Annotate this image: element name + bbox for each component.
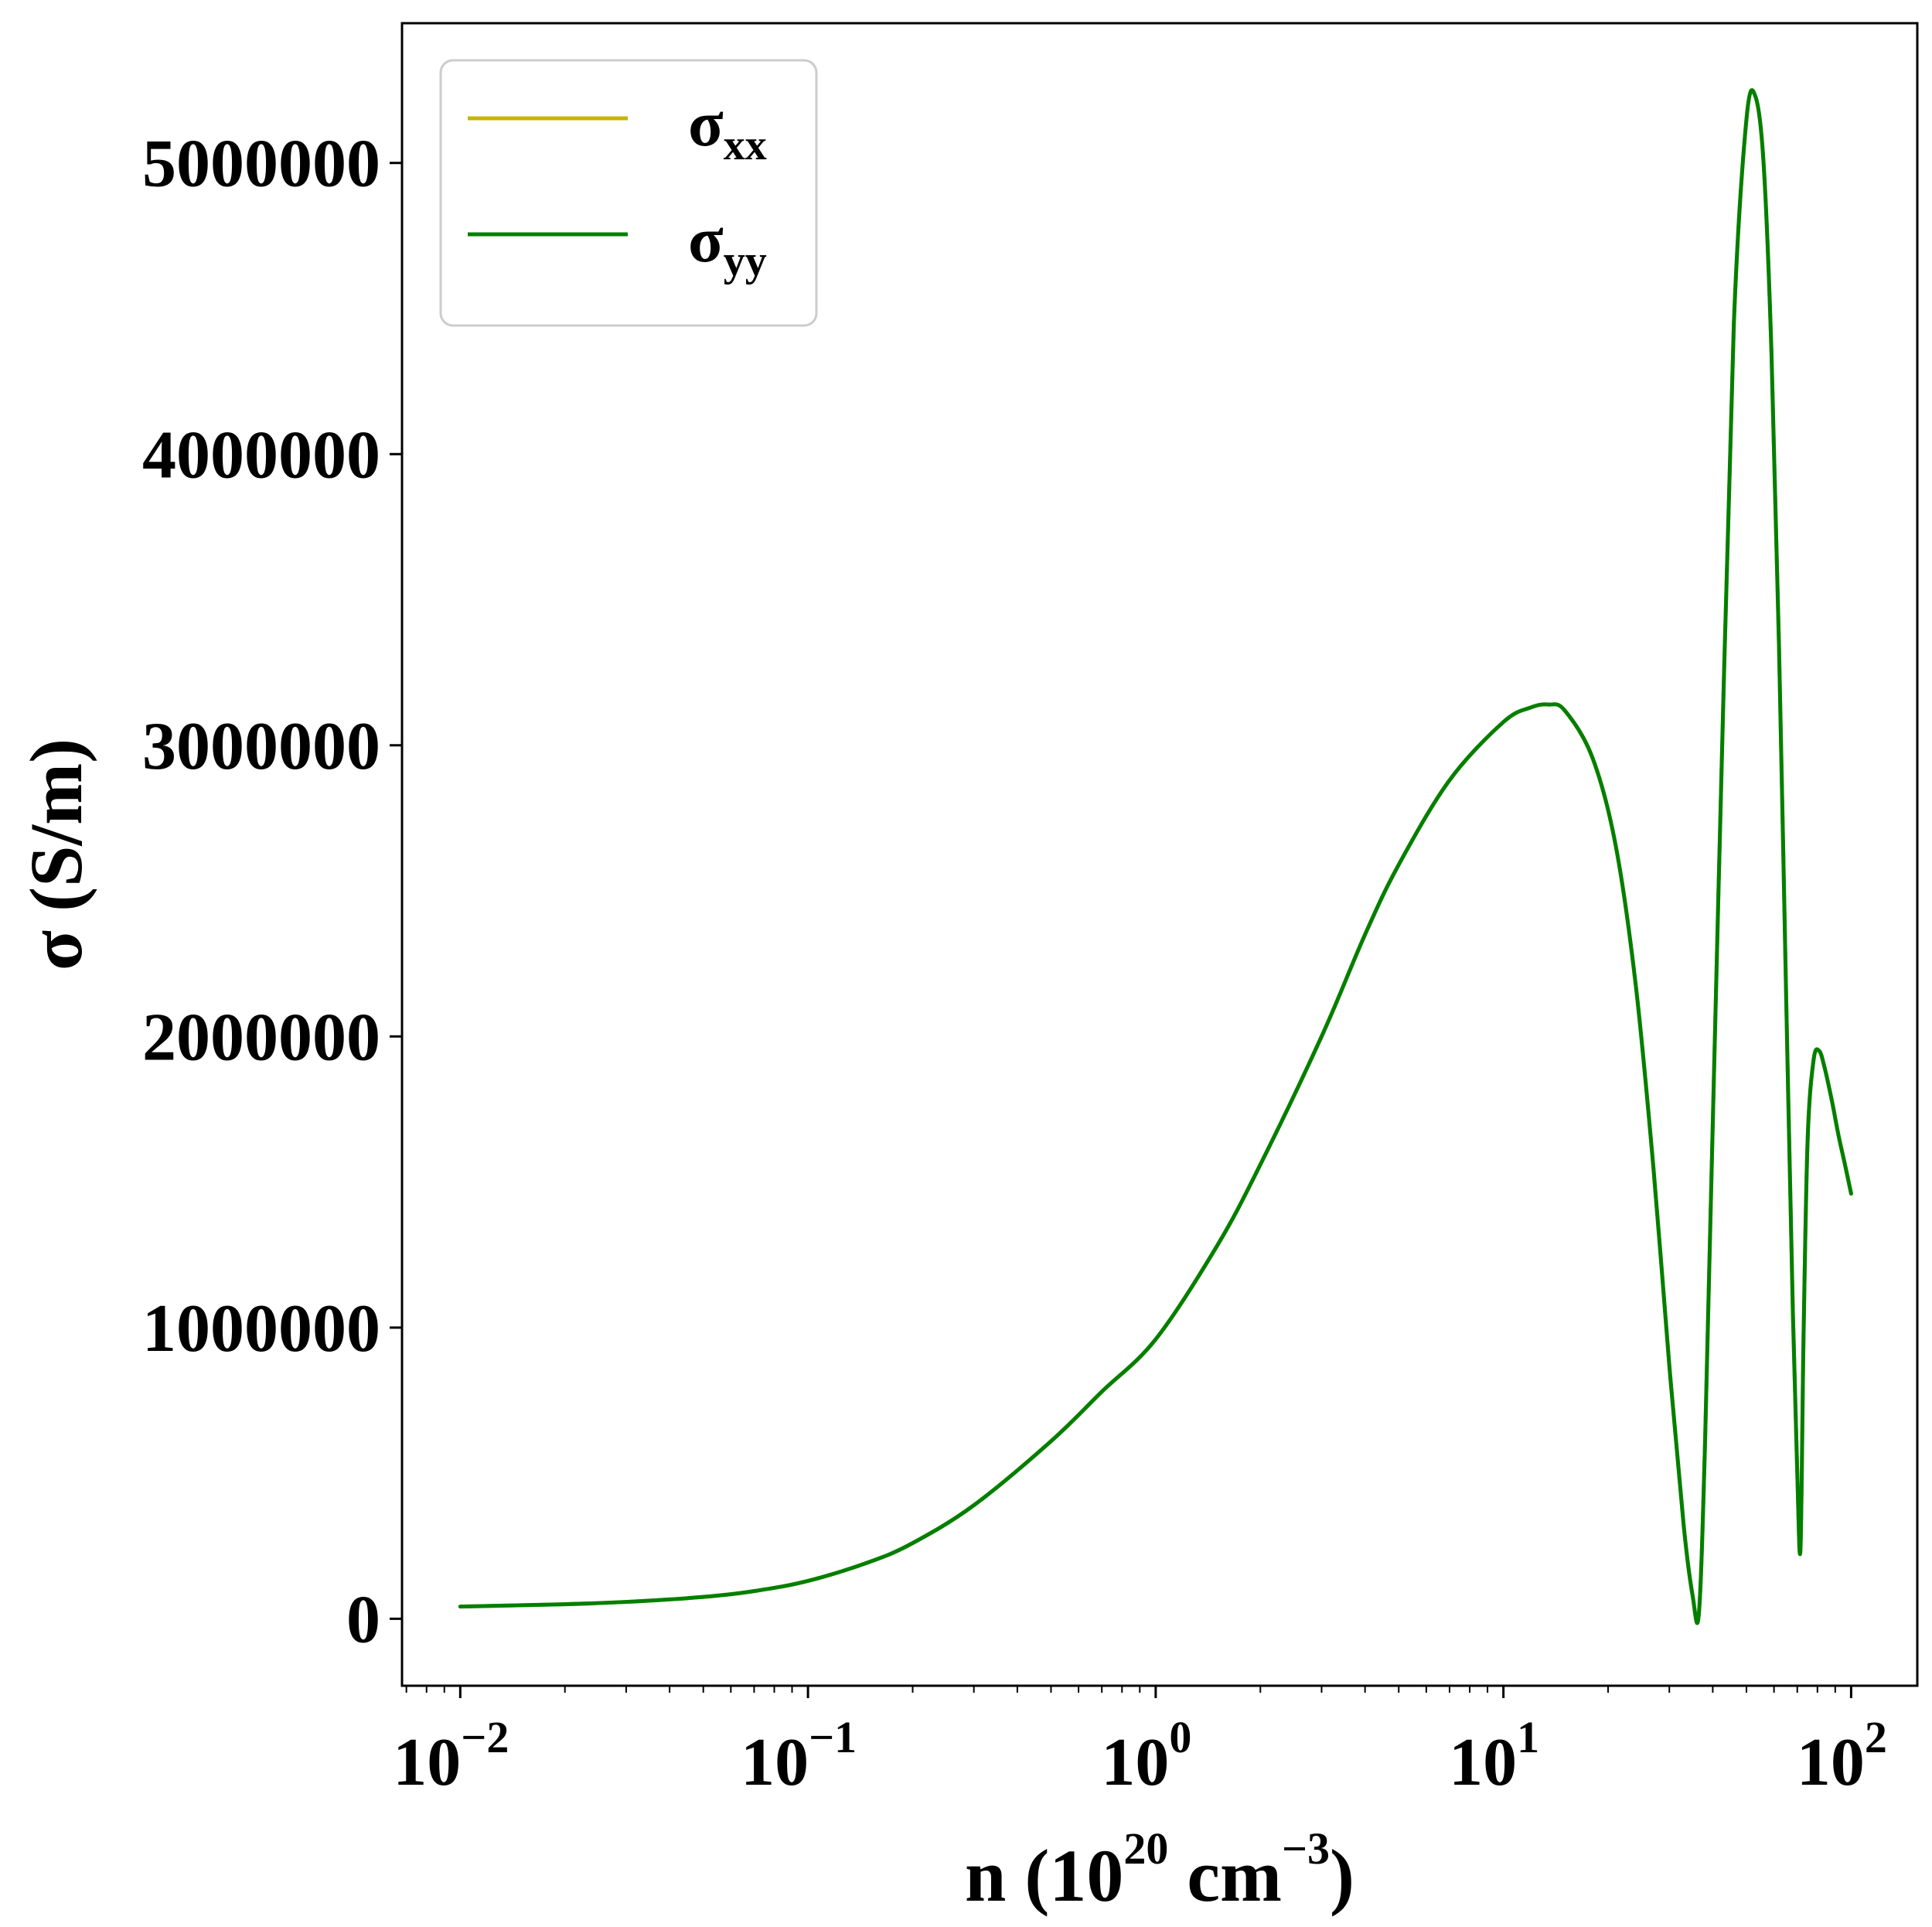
legend-box	[439, 59, 818, 327]
x-tick-label-1: 10−1	[741, 1712, 857, 1800]
legend-label-sigma-xx: σxx	[688, 88, 767, 169]
ticks-layer: 10−2 10−1 100 101 102 0 1000000 2000000 3000000 4…	[142, 127, 1887, 1800]
x-tick-label-0: 10−2	[393, 1712, 509, 1800]
y-tick-label-5: 5000000	[142, 127, 380, 202]
x-tick-label-3: 101	[1449, 1712, 1539, 1800]
y-tick-label-3: 3000000	[142, 709, 380, 784]
x-tick-label-4: 102	[1797, 1712, 1887, 1800]
legend: σxx σyy	[439, 59, 818, 327]
y-tick-label-2: 2000000	[142, 1000, 380, 1075]
y-tick-label-1: 1000000	[142, 1291, 380, 1366]
plot-frame	[400, 22, 1919, 1687]
y-tick-label-4: 4000000	[142, 418, 380, 493]
y-axis-label: σ (S/m)	[15, 738, 97, 970]
x-tick-label-2: 100	[1101, 1712, 1191, 1800]
series-layer	[458, 88, 1853, 1625]
legend-label-sigma-yy: σyy	[688, 204, 767, 285]
y-tick-label-0: 0	[346, 1582, 380, 1657]
series-line-1	[458, 88, 1853, 1625]
x-axis-label: n (1020 cm−3)	[965, 1823, 1354, 1917]
